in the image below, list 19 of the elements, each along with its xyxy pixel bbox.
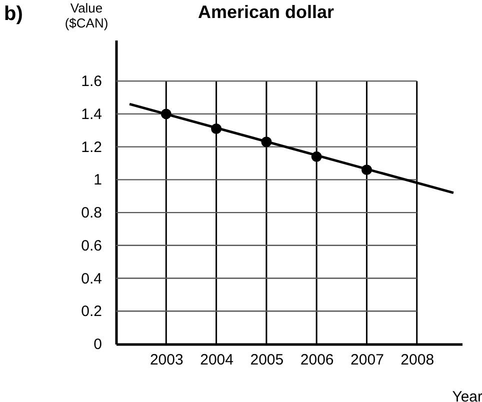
y-tick-label: 1 xyxy=(94,172,102,189)
chart-title: American dollar xyxy=(198,2,334,22)
y-tick-label: 0.2 xyxy=(81,303,102,320)
text: b) xyxy=(4,3,23,25)
y-tick-label: 0.4 xyxy=(81,270,102,288)
y-tick-label: 0.6 xyxy=(81,237,102,254)
x-tick-label: 2006 xyxy=(300,352,334,368)
x-tick-label: 2008 xyxy=(400,352,434,368)
x-tick-label: 2007 xyxy=(350,352,384,368)
y-tick-label: 1.4 xyxy=(81,106,102,123)
x-tick-label: 2003 xyxy=(150,352,184,368)
y-tick-label: 0.8 xyxy=(81,204,102,222)
x-tick-label: 2005 xyxy=(250,352,284,368)
y-tick-label: 1.2 xyxy=(81,138,102,156)
x-tick-label: 2004 xyxy=(200,352,234,368)
y-axis-title: Value ($CAN) xyxy=(64,0,108,30)
y-tick-label: 1.6 xyxy=(81,73,102,90)
x-axis-title: Year xyxy=(452,388,482,402)
y-tick-label: 0 xyxy=(94,336,102,353)
